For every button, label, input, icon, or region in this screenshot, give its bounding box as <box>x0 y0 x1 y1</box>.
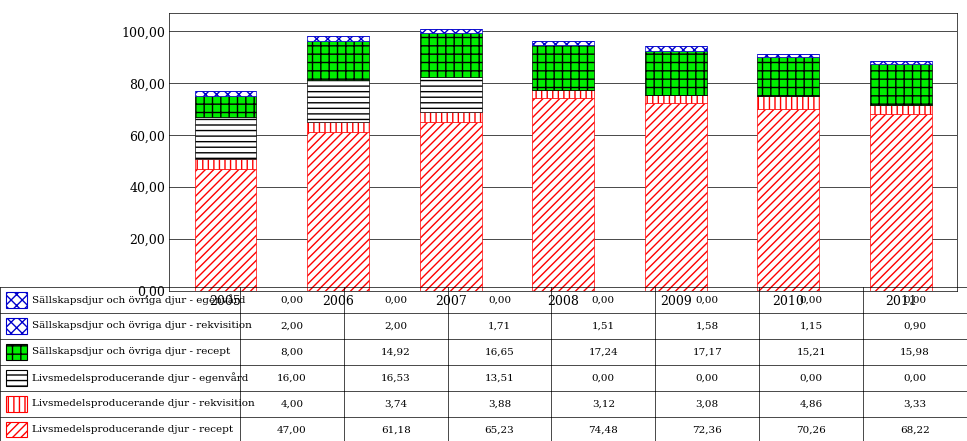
Text: Livsmedelsproducerande djur - egenvård: Livsmedelsproducerande djur - egenvård <box>32 372 249 383</box>
Bar <box>308 41 369 79</box>
Bar <box>194 159 256 169</box>
Text: 74,48: 74,48 <box>589 425 618 434</box>
Bar <box>194 96 256 117</box>
Bar <box>6 396 27 411</box>
Bar <box>645 95 707 103</box>
Text: 0,00: 0,00 <box>695 295 718 304</box>
Bar <box>757 53 819 56</box>
Bar <box>6 370 27 385</box>
Text: 4,86: 4,86 <box>800 399 823 408</box>
Text: 0,00: 0,00 <box>695 373 718 382</box>
Bar <box>194 117 256 159</box>
Bar <box>532 41 595 45</box>
Text: 17,24: 17,24 <box>589 348 618 356</box>
Text: 1,58: 1,58 <box>695 321 718 330</box>
Bar <box>194 169 256 291</box>
Bar <box>420 112 482 122</box>
Bar <box>420 34 482 77</box>
Text: 70,26: 70,26 <box>796 425 826 434</box>
Text: 3,88: 3,88 <box>488 399 512 408</box>
Text: 17,17: 17,17 <box>692 348 722 356</box>
Text: 15,21: 15,21 <box>796 348 826 356</box>
Bar <box>6 422 27 437</box>
Text: 0,00: 0,00 <box>800 295 823 304</box>
Bar <box>870 105 932 114</box>
Bar <box>308 36 369 41</box>
Bar <box>6 292 27 308</box>
Bar <box>870 61 932 64</box>
Bar <box>757 108 819 291</box>
Text: 0,00: 0,00 <box>903 373 926 382</box>
Bar <box>420 77 482 112</box>
Text: 0,00: 0,00 <box>280 295 304 304</box>
Bar <box>757 56 819 96</box>
Text: 1,15: 1,15 <box>800 321 823 330</box>
Text: 61,18: 61,18 <box>381 425 411 434</box>
Bar <box>420 29 482 34</box>
Text: Livsmedelsproducerande djur - recept: Livsmedelsproducerande djur - recept <box>32 425 233 434</box>
Text: 8,00: 8,00 <box>280 348 304 356</box>
Text: 0,00: 0,00 <box>800 373 823 382</box>
Text: 13,51: 13,51 <box>484 373 514 382</box>
Text: 68,22: 68,22 <box>900 425 930 434</box>
Bar <box>645 51 707 95</box>
Text: 0,00: 0,00 <box>384 295 407 304</box>
Text: 65,23: 65,23 <box>484 425 514 434</box>
Text: Livsmedelsproducerande djur - rekvisition: Livsmedelsproducerande djur - rekvisitio… <box>32 399 254 408</box>
Text: 16,00: 16,00 <box>277 373 307 382</box>
Bar <box>194 91 256 96</box>
Text: 72,36: 72,36 <box>692 425 722 434</box>
Text: 2,00: 2,00 <box>384 321 407 330</box>
Text: 3,74: 3,74 <box>384 399 407 408</box>
Text: 3,08: 3,08 <box>695 399 718 408</box>
Text: 16,65: 16,65 <box>484 348 514 356</box>
Text: 3,12: 3,12 <box>592 399 615 408</box>
Text: 3,33: 3,33 <box>903 399 926 408</box>
Bar <box>532 90 595 97</box>
Text: Sällskapsdjur och övriga djur - recept: Sällskapsdjur och övriga djur - recept <box>32 348 230 356</box>
Text: Sällskapsdjur och övriga djur - egenvård: Sällskapsdjur och övriga djur - egenvård <box>32 295 246 305</box>
Text: 1,51: 1,51 <box>592 321 615 330</box>
Text: 0,00: 0,00 <box>592 373 615 382</box>
Bar <box>6 318 27 334</box>
Bar <box>6 344 27 360</box>
Bar <box>645 46 707 51</box>
Text: 16,53: 16,53 <box>381 373 411 382</box>
Text: 47,00: 47,00 <box>277 425 307 434</box>
Text: 14,92: 14,92 <box>381 348 411 356</box>
Text: 0,00: 0,00 <box>592 295 615 304</box>
Bar <box>532 97 595 291</box>
Text: 4,00: 4,00 <box>280 399 304 408</box>
Text: 0,00: 0,00 <box>488 295 512 304</box>
Text: 0,90: 0,90 <box>903 321 926 330</box>
Bar <box>308 132 369 291</box>
Bar <box>420 122 482 291</box>
Bar <box>645 103 707 291</box>
Bar <box>308 79 369 123</box>
Bar <box>870 114 932 291</box>
Text: Sällskapsdjur och övriga djur - rekvisition: Sällskapsdjur och övriga djur - rekvisit… <box>32 321 251 330</box>
Bar <box>308 123 369 132</box>
Bar <box>870 64 932 105</box>
Text: 2,00: 2,00 <box>280 321 304 330</box>
Bar <box>532 45 595 90</box>
Text: 15,98: 15,98 <box>900 348 930 356</box>
Bar <box>757 96 819 108</box>
Text: 1,71: 1,71 <box>488 321 512 330</box>
Text: 0,00: 0,00 <box>903 295 926 304</box>
